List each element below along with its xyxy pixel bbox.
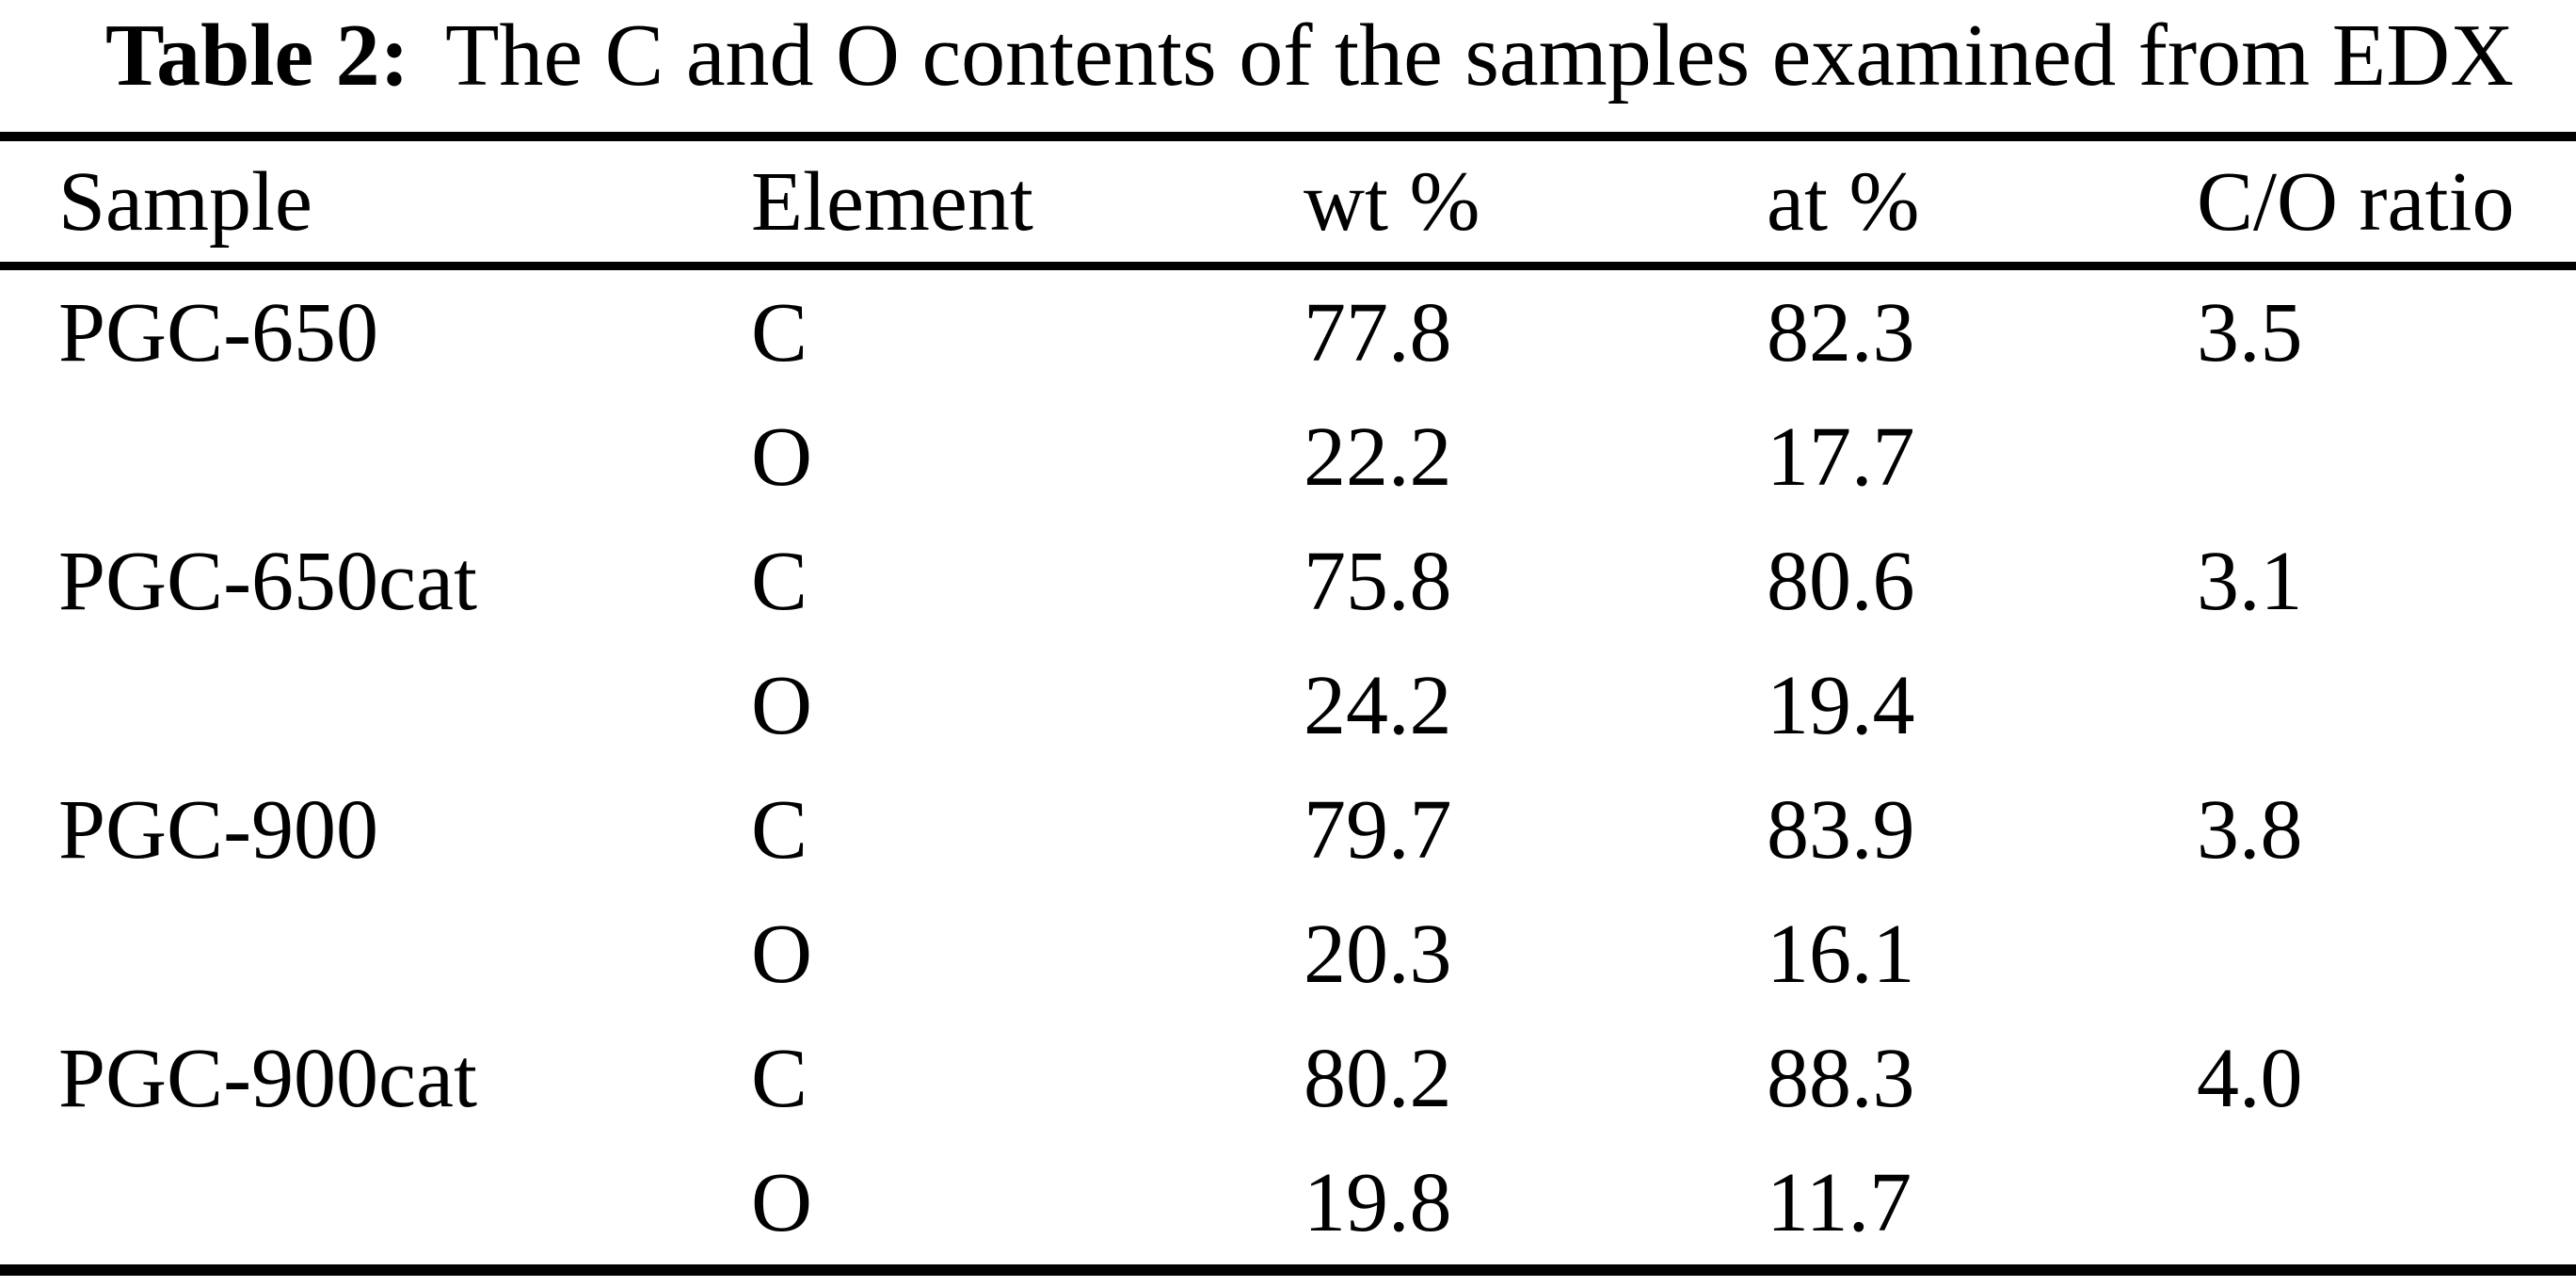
- cell-wt-percent: 24.2: [1304, 658, 1452, 752]
- column-header-wt-percent: wt %: [1304, 137, 1767, 270]
- cell-sample: [0, 643, 751, 767]
- cell-element: O: [751, 658, 812, 752]
- table-row: PGC-900 C 79.7 83.9 3.8: [0, 767, 2576, 892]
- column-header-co-ratio: C/O ratio: [2197, 137, 2576, 270]
- table-caption-label: Table 2:: [105, 7, 409, 105]
- cell-element: C: [751, 534, 808, 628]
- cell-wt-percent: 80.2: [1304, 1031, 1452, 1125]
- cell-wt-percent: 77.8: [1304, 285, 1452, 379]
- cell-co-ratio: [2197, 643, 2576, 767]
- cell-co-ratio: 4.0: [2197, 1031, 2303, 1125]
- cell-sample: PGC-900cat: [58, 1031, 477, 1125]
- cell-element: O: [751, 410, 812, 504]
- cell-sample: [0, 1140, 751, 1270]
- cell-at-percent: 16.1: [1767, 907, 1915, 1001]
- table-caption: Table 2: The C and O contents of the samp…: [0, 0, 2576, 132]
- table-row: O 22.2 17.7: [0, 394, 2576, 519]
- table-header-row: Sample Element wt % at % C/O ratio: [0, 137, 2576, 270]
- cell-sample: PGC-900: [58, 782, 379, 877]
- cell-at-percent: 19.4: [1767, 658, 1915, 752]
- column-header-element: Element: [751, 137, 1304, 270]
- edx-contents-table: Sample Element wt % at % C/O ratio PGC-6…: [0, 132, 2576, 1276]
- cell-element: O: [751, 907, 812, 1001]
- table-row: PGC-650 C 77.8 82.3 3.5: [0, 266, 2576, 395]
- cell-wt-percent: 75.8: [1304, 534, 1452, 628]
- cell-sample: PGC-650: [58, 285, 379, 379]
- table-body: PGC-650 C 77.8 82.3 3.5 O 22.2 17.7 PGC-…: [0, 266, 2576, 1271]
- cell-sample: [0, 892, 751, 1016]
- cell-element: C: [751, 782, 808, 877]
- cell-element: C: [751, 285, 808, 379]
- cell-co-ratio: 3.5: [2197, 285, 2303, 379]
- cell-co-ratio: 3.8: [2197, 782, 2303, 877]
- column-header-at-percent: at %: [1767, 137, 2197, 270]
- table-row: O 19.8 11.7: [0, 1140, 2576, 1270]
- cell-sample: [0, 394, 751, 519]
- cell-at-percent: 83.9: [1767, 782, 1915, 877]
- cell-wt-percent: 20.3: [1304, 907, 1452, 1001]
- cell-co-ratio: 3.1: [2197, 534, 2303, 628]
- cell-sample: PGC-650cat: [58, 534, 477, 628]
- table-row: O 24.2 19.4: [0, 643, 2576, 767]
- table-caption-text: The C and O contents of the samples exam…: [445, 7, 2514, 105]
- cell-at-percent: 80.6: [1767, 534, 1915, 628]
- table-row: PGC-650cat C 75.8 80.6 3.1: [0, 519, 2576, 643]
- cell-co-ratio: [2197, 394, 2576, 519]
- table-row: O 20.3 16.1: [0, 892, 2576, 1016]
- cell-at-percent: 17.7: [1767, 410, 1915, 504]
- table-row: PGC-900cat C 80.2 88.3 4.0: [0, 1016, 2576, 1140]
- cell-element: O: [751, 1155, 812, 1249]
- cell-wt-percent: 19.8: [1304, 1155, 1452, 1249]
- cell-wt-percent: 79.7: [1304, 782, 1452, 877]
- table-header: Sample Element wt % at % C/O ratio: [0, 137, 2576, 270]
- column-header-sample: Sample: [0, 137, 751, 270]
- cell-co-ratio: [2197, 1140, 2576, 1270]
- cell-wt-percent: 22.2: [1304, 410, 1452, 504]
- cell-element: C: [751, 1031, 808, 1125]
- cell-at-percent: 88.3: [1767, 1031, 1915, 1125]
- cell-at-percent: 82.3: [1767, 285, 1915, 379]
- cell-co-ratio: [2197, 892, 2576, 1016]
- cell-at-percent: 11.7: [1767, 1155, 1912, 1249]
